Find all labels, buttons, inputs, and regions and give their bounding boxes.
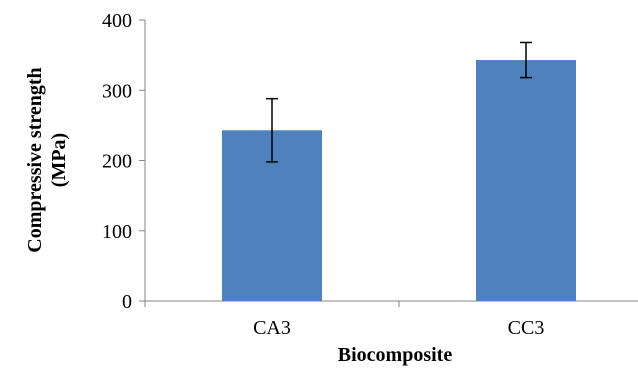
plot-area: 0 100 200 300 400 CA3 CC3 — [102, 10, 638, 339]
y-tick-label: 300 — [102, 80, 132, 102]
y-tick-label: 400 — [102, 10, 132, 32]
y-axis-title-line-1: Compressive strength — [24, 67, 46, 252]
y-tick-label: 100 — [102, 221, 132, 243]
y-tick-label: 200 — [102, 151, 132, 173]
bar-cc3 — [476, 60, 576, 302]
y-tick-label: 0 — [122, 291, 132, 313]
x-category-label: CC3 — [508, 317, 545, 339]
y-axis-title-line-2: (MPa) — [48, 133, 70, 187]
x-category-label: CA3 — [253, 317, 291, 339]
x-axis-title: Biocomposite — [338, 344, 453, 366]
